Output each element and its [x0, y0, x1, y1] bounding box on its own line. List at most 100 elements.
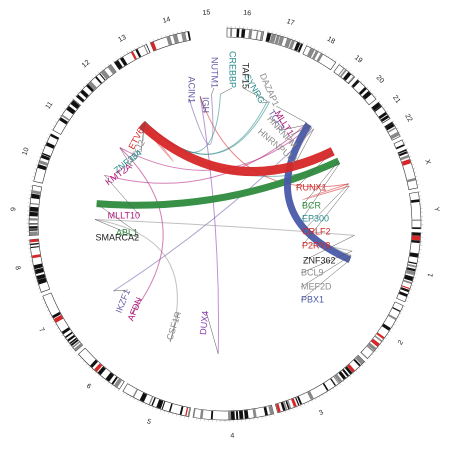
tick-mark	[37, 288, 40, 290]
tick-mark	[63, 338, 66, 340]
cytoband	[403, 279, 412, 285]
cytoband	[410, 199, 420, 203]
chromosome-band-outline	[351, 79, 377, 106]
cytoband	[398, 151, 408, 157]
cytoband	[347, 364, 355, 373]
cytoband	[312, 50, 319, 60]
chromosome-band-outline	[333, 64, 356, 85]
chromosome-3	[302, 45, 337, 71]
tick-mark	[134, 47, 136, 50]
gene-label-crlf2: CRLF2	[302, 226, 331, 236]
chromosome-X	[113, 43, 151, 71]
cytoband	[74, 343, 83, 351]
tick-mark	[41, 148, 44, 150]
tick-mark	[317, 49, 319, 51]
tick-mark	[396, 320, 398, 322]
tick-mark	[138, 45, 139, 48]
cytoband	[187, 407, 191, 417]
tick-mark	[98, 374, 100, 377]
tick-mark	[71, 348, 73, 350]
tick-mark	[37, 160, 39, 162]
chromosome-9	[397, 148, 419, 190]
cytoband	[230, 28, 233, 37]
cytoband	[398, 291, 408, 297]
cytoband	[40, 154, 50, 161]
cytoband	[107, 64, 116, 74]
tick-mark	[383, 107, 386, 109]
cytoband	[199, 409, 204, 419]
cytoband	[105, 372, 115, 382]
tick-mark	[50, 317, 53, 319]
tick-mark	[107, 63, 110, 66]
tick-mark	[326, 392, 328, 394]
tick-mark	[91, 77, 94, 79]
cytoband	[371, 102, 381, 111]
gene-label-pbx1: PBX1	[301, 294, 324, 304]
cytoband	[36, 273, 46, 280]
tick-mark	[69, 101, 71, 103]
tick-mark	[401, 309, 404, 311]
tick-mark	[126, 394, 128, 397]
chromosome-label: 3	[318, 409, 325, 417]
cytoband	[94, 363, 103, 372]
fusion-link-tcf3-pbx1	[283, 122, 352, 264]
cytoband	[334, 374, 343, 383]
tick-mark	[164, 411, 166, 413]
tick-mark	[394, 124, 397, 126]
cytoband	[374, 105, 382, 112]
tick-mark	[349, 375, 351, 378]
cytoband	[275, 403, 281, 413]
connector-pbx1	[300, 259, 351, 301]
cytoband	[29, 223, 38, 225]
chromosome-21	[52, 99, 81, 135]
tick-mark	[107, 382, 110, 385]
fusion-link-etv6-runx1	[138, 121, 335, 177]
cytoband	[210, 410, 214, 420]
tick-mark	[156, 408, 158, 411]
cytoband	[297, 43, 303, 53]
cytoband	[100, 69, 110, 80]
tick-mark	[307, 402, 309, 404]
tick-mark	[329, 390, 331, 392]
tick-mark	[82, 360, 85, 363]
chromosome-label: 6	[85, 383, 93, 391]
tick-mark	[82, 85, 85, 88]
fusion-link-mllt10-dazap1	[104, 122, 308, 184]
fusion-link-igh-dux4	[199, 96, 220, 354]
cytoband	[376, 332, 385, 340]
chromosome-label: 5	[146, 418, 152, 426]
cytoband	[29, 218, 38, 221]
tick-mark	[46, 310, 49, 311]
chromosome-label: 4	[230, 433, 234, 440]
gene-label-bcl9: BCL9	[301, 267, 324, 277]
tick-mark	[381, 104, 383, 106]
tick-mark	[402, 138, 405, 140]
tick-mark	[104, 66, 106, 68]
cytoband	[34, 267, 44, 275]
cytoband	[338, 68, 345, 76]
tick-mark	[85, 82, 88, 85]
tick-mark	[302, 42, 304, 44]
connector-mllt10	[104, 175, 141, 217]
cytoband	[86, 84, 94, 92]
connector-taf15	[244, 88, 268, 102]
cytoband	[340, 69, 347, 78]
tick-mark	[48, 313, 51, 315]
cytoband	[50, 133, 59, 140]
cytoband	[193, 408, 196, 418]
tick-mark	[296, 406, 298, 409]
connector-nutm1	[211, 87, 215, 95]
tick-mark	[148, 405, 150, 408]
connector-dux4	[205, 310, 219, 354]
tick-mark	[345, 67, 348, 70]
tick-mark	[343, 380, 345, 383]
chromosome-label: 9	[10, 207, 17, 211]
tick-mark	[152, 406, 154, 409]
connector-p2ry8	[301, 185, 350, 247]
cytoband	[67, 334, 76, 342]
chromosome-band-outline	[409, 191, 422, 230]
connector-crlf2	[301, 183, 349, 233]
chromosome-12	[360, 301, 404, 360]
